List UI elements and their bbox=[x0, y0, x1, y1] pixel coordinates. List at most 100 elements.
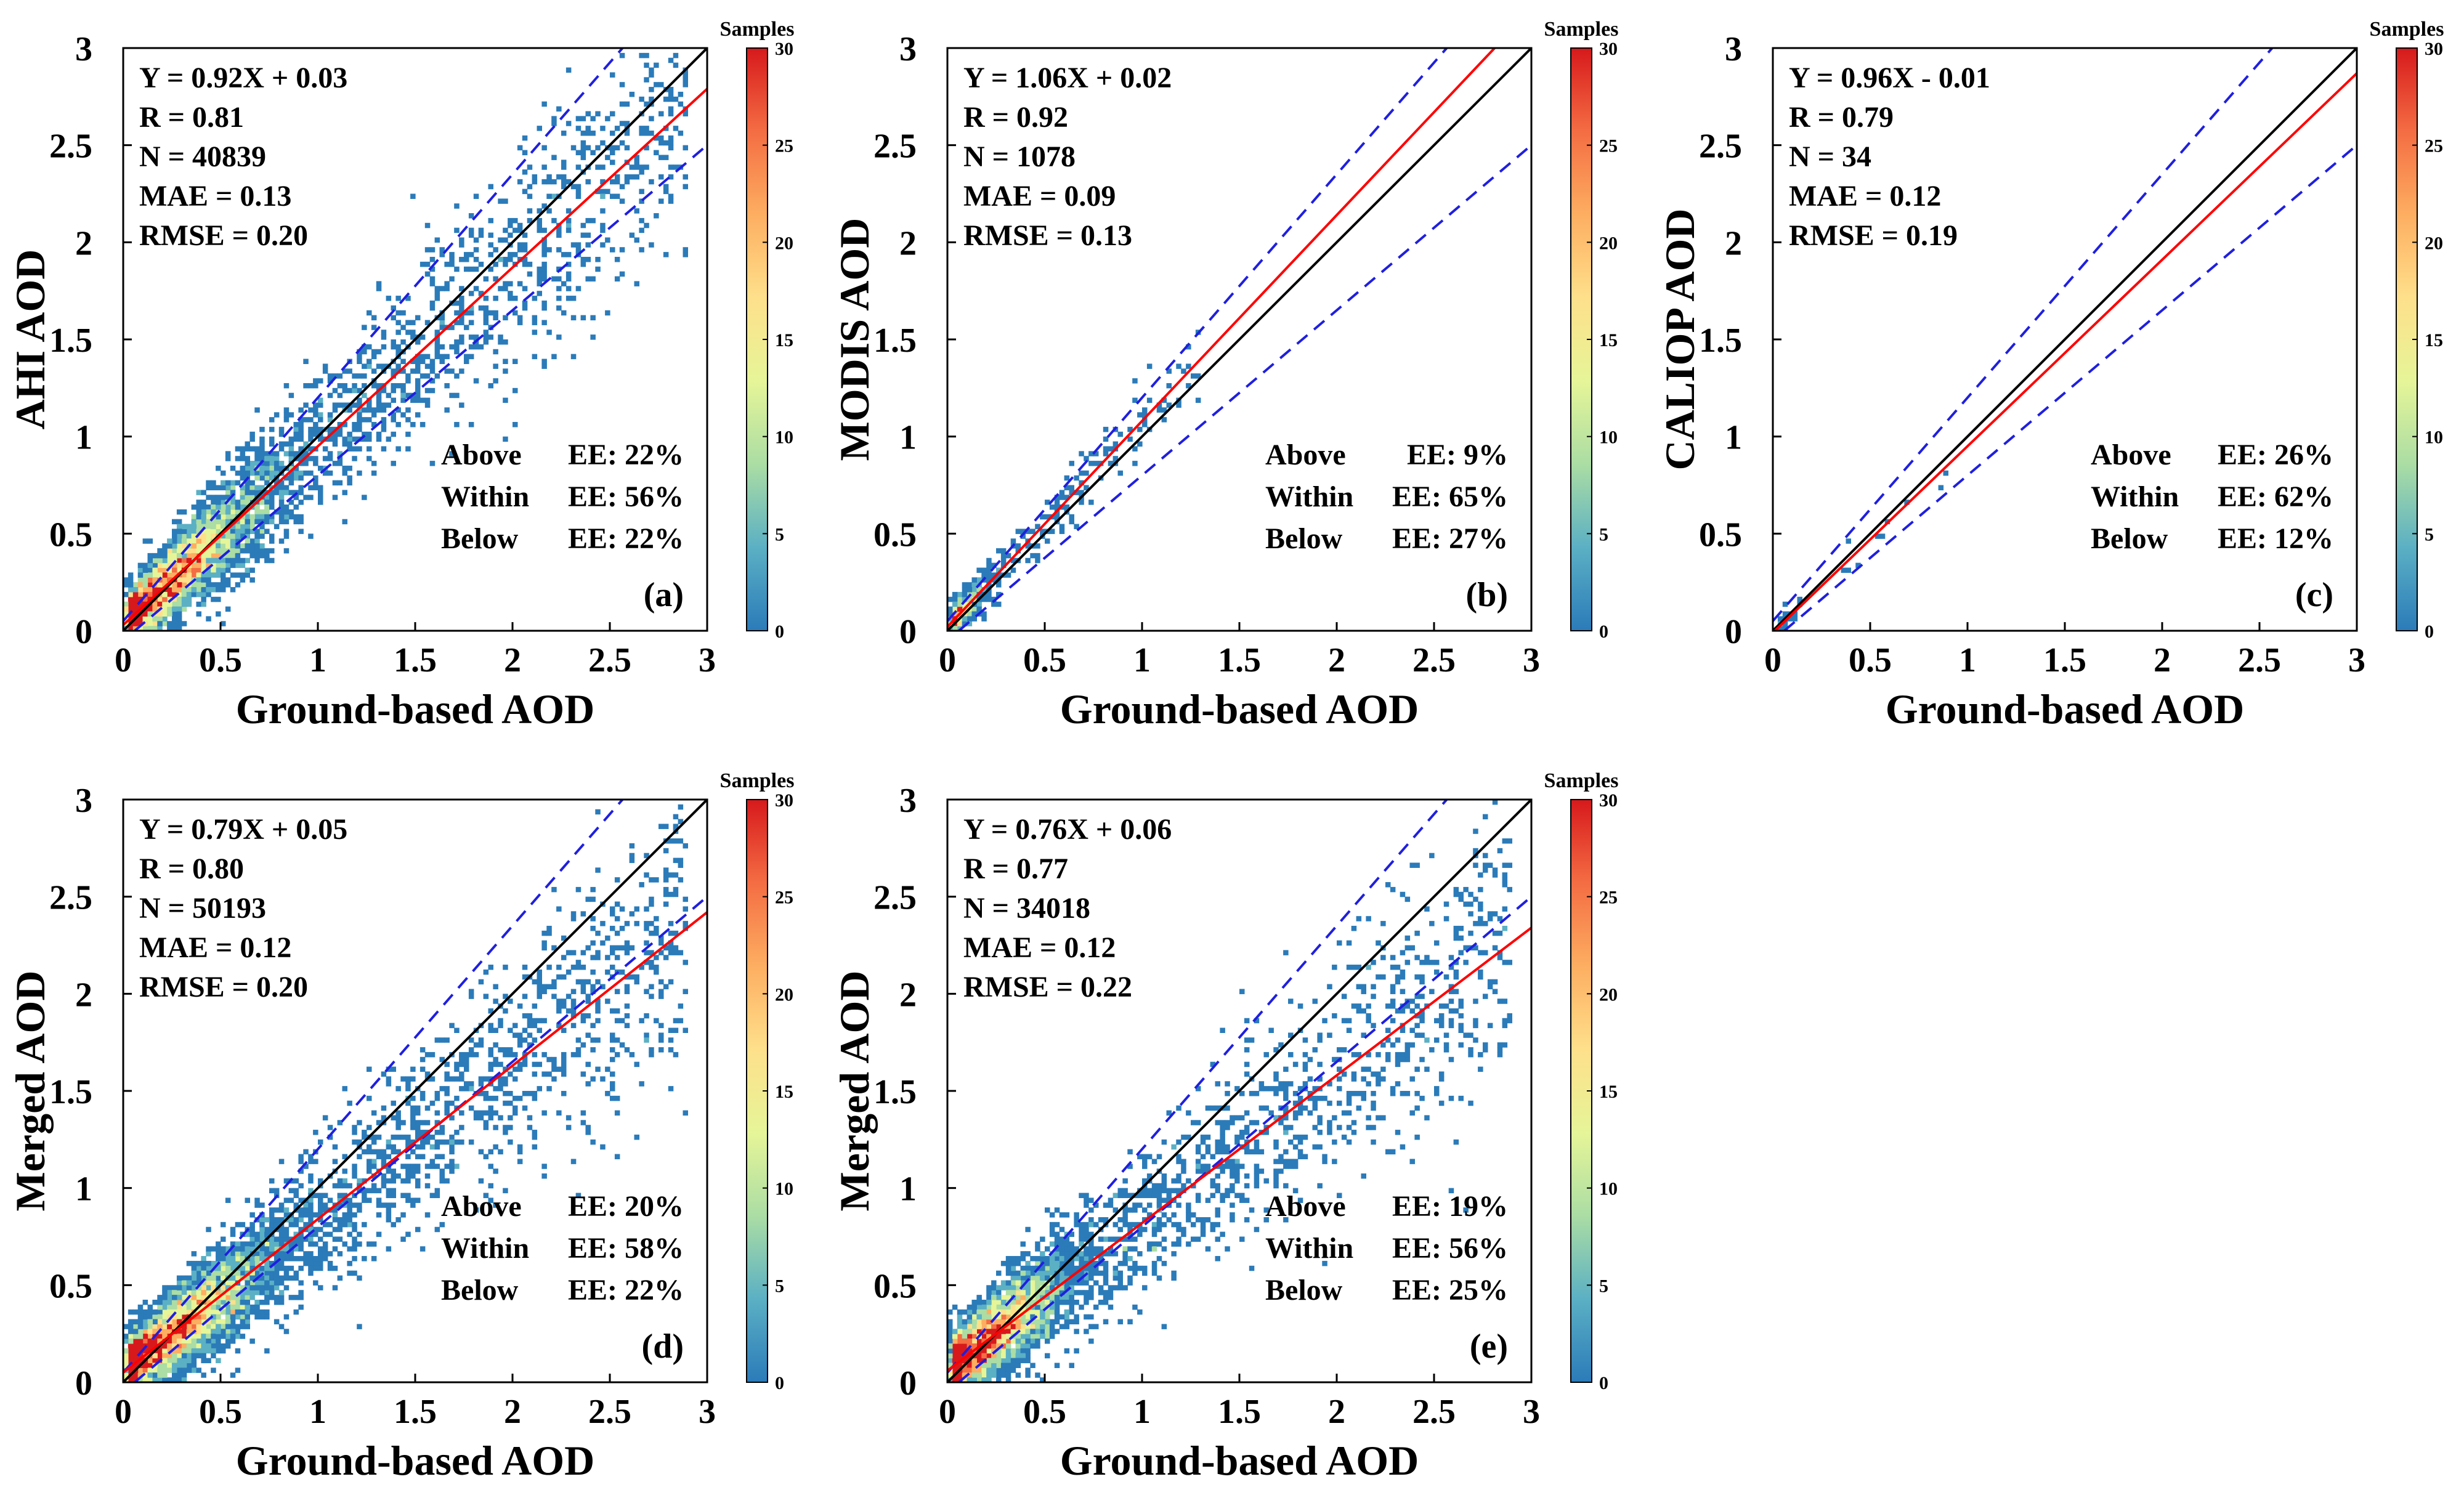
density-cell bbox=[1015, 1348, 1021, 1354]
density-cell bbox=[332, 495, 338, 500]
density-cell bbox=[313, 1193, 318, 1199]
density-cell bbox=[278, 500, 285, 505]
density-cell bbox=[1195, 1086, 1201, 1092]
density-cell bbox=[157, 1309, 163, 1315]
density-cell bbox=[1337, 1076, 1342, 1082]
density-cell bbox=[639, 164, 644, 170]
density-cell bbox=[337, 431, 343, 437]
density-cell bbox=[1030, 1319, 1035, 1324]
density-cell bbox=[1205, 1169, 1211, 1174]
density-cell bbox=[1473, 896, 1478, 902]
colorbar-tick-label: 20 bbox=[775, 984, 793, 1005]
density-cell bbox=[962, 587, 968, 593]
density-cell bbox=[483, 1091, 489, 1096]
density-cell bbox=[274, 1280, 280, 1286]
density-cell bbox=[206, 587, 211, 593]
density-cell bbox=[367, 1125, 372, 1130]
density-cell bbox=[1346, 1125, 1352, 1130]
density-cell bbox=[147, 611, 153, 617]
density-cell bbox=[1225, 1246, 1230, 1252]
density-cell bbox=[610, 193, 615, 199]
x-axis-label: Ground-based AOD bbox=[236, 1437, 595, 1484]
density-cell bbox=[590, 334, 596, 340]
density-cell bbox=[405, 392, 411, 399]
density-cell bbox=[1273, 1178, 1279, 1184]
density-cell bbox=[580, 155, 586, 160]
density-cell bbox=[201, 1324, 206, 1329]
density-cell bbox=[1025, 1343, 1031, 1349]
density-cell bbox=[1049, 1319, 1055, 1324]
density-cell bbox=[162, 548, 168, 554]
density-cell bbox=[308, 1212, 314, 1218]
density-cell bbox=[459, 402, 464, 408]
density-cell bbox=[673, 891, 679, 897]
density-cell bbox=[683, 843, 688, 849]
density-cell bbox=[986, 577, 992, 583]
density-cell bbox=[1161, 397, 1167, 403]
density-cell bbox=[1400, 891, 1406, 897]
density-cell bbox=[595, 145, 601, 151]
density-cell bbox=[371, 1134, 377, 1140]
density-cell bbox=[367, 1169, 372, 1174]
density-cell bbox=[308, 1226, 314, 1233]
density-cell bbox=[147, 553, 153, 559]
density-cell bbox=[303, 495, 309, 500]
density-cell bbox=[976, 1329, 982, 1334]
colorbar-tick-label: 5 bbox=[2425, 524, 2434, 545]
density-cell bbox=[522, 1061, 528, 1067]
density-cell bbox=[1093, 1246, 1099, 1252]
density-cell bbox=[659, 198, 664, 204]
density-cell bbox=[1142, 1270, 1148, 1276]
density-cell bbox=[1254, 1183, 1260, 1189]
density-cell bbox=[1239, 1130, 1245, 1135]
density-cell bbox=[123, 601, 129, 607]
density-cell bbox=[293, 1188, 299, 1194]
density-cell bbox=[590, 886, 596, 893]
density-cell bbox=[225, 543, 231, 549]
density-cell bbox=[211, 524, 216, 530]
density-cell bbox=[668, 87, 674, 92]
density-cell bbox=[1151, 1183, 1157, 1189]
density-cell bbox=[1195, 1164, 1201, 1169]
density-cell bbox=[128, 582, 134, 588]
density-cell bbox=[1239, 1236, 1245, 1242]
density-cell bbox=[962, 596, 968, 602]
density-cell bbox=[610, 950, 615, 955]
density-cell bbox=[1341, 1134, 1347, 1140]
density-cell bbox=[371, 315, 377, 321]
density-cell bbox=[1273, 1169, 1279, 1174]
density-cell bbox=[142, 572, 148, 578]
density-cell bbox=[283, 514, 290, 520]
density-cell bbox=[1404, 935, 1411, 941]
density-cell bbox=[464, 359, 469, 365]
density-cell bbox=[663, 824, 669, 829]
density-cell bbox=[201, 524, 206, 530]
density-cell bbox=[221, 1329, 226, 1334]
density-cell bbox=[1064, 1285, 1070, 1290]
density-cell bbox=[400, 325, 406, 330]
density-cell bbox=[634, 237, 639, 243]
density-cell bbox=[971, 1309, 977, 1315]
density-cell bbox=[488, 1149, 493, 1155]
density-cell bbox=[206, 577, 211, 583]
density-cell bbox=[639, 96, 644, 102]
density-cell bbox=[332, 402, 338, 408]
density-cell bbox=[313, 456, 318, 461]
density-cell bbox=[1502, 877, 1508, 883]
density-cell bbox=[1020, 1241, 1026, 1247]
density-cell bbox=[610, 179, 615, 185]
density-cell bbox=[274, 509, 280, 515]
density-cell bbox=[274, 1260, 280, 1266]
density-cell bbox=[962, 1377, 968, 1382]
ee-name: Below bbox=[441, 1274, 519, 1307]
density-cell bbox=[624, 179, 630, 185]
density-cell bbox=[313, 475, 318, 481]
density-cell bbox=[947, 1372, 953, 1378]
density-cell bbox=[546, 174, 552, 180]
density-cell bbox=[1010, 1270, 1016, 1276]
density-cell bbox=[986, 572, 992, 578]
density-cell bbox=[556, 974, 562, 980]
density-cell bbox=[201, 1334, 206, 1339]
density-cell bbox=[986, 1348, 992, 1354]
